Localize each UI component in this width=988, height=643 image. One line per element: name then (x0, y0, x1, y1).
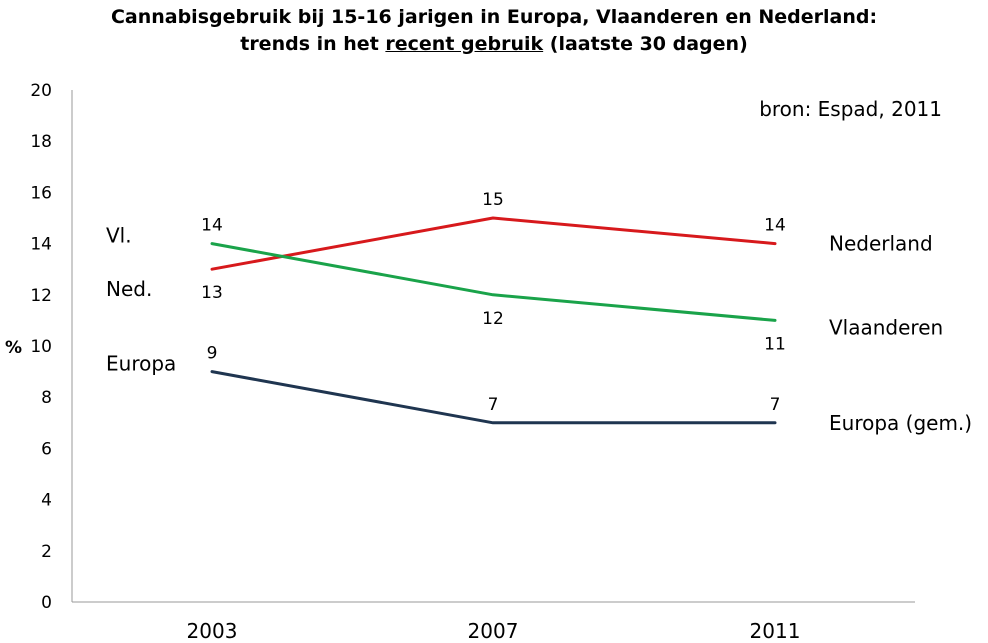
data-label: 11 (764, 334, 786, 354)
data-labels: 13 15 14 14 12 11 9 7 7 (201, 190, 786, 415)
y-tick-label: 4 (41, 491, 52, 511)
data-label: 9 (207, 344, 218, 364)
y-tick-label: 20 (30, 81, 52, 101)
y-tick-label: 6 (41, 439, 52, 459)
series-line (210, 242, 777, 322)
y-tick-label: 16 (30, 183, 52, 203)
x-tick-label: 2011 (750, 619, 801, 643)
series-start-label: Europa (106, 352, 176, 376)
series-end-label: Nederland (829, 232, 933, 256)
data-label: 7 (488, 395, 499, 415)
data-label: 7 (770, 395, 781, 415)
series-end-labels: Nederland Vlaanderen Europa (gem.) (829, 232, 972, 435)
data-label: 12 (482, 309, 504, 329)
data-label: 14 (201, 216, 223, 236)
y-tick-label: 18 (30, 132, 52, 152)
y-axis-label: % (5, 338, 22, 358)
y-tick-label: 12 (30, 286, 52, 306)
series-start-labels: Ned. Vl. Europa (106, 224, 176, 376)
x-tick-label: 2003 (187, 619, 238, 643)
series-end-label: Europa (gem.) (829, 411, 972, 435)
y-tick-label: 0 (41, 593, 52, 613)
series-start-label: Vl. (106, 224, 132, 248)
data-label: 15 (482, 190, 504, 210)
chart-title-underlined: recent gebruik (385, 33, 544, 55)
series-end-label: Vlaanderen (829, 315, 943, 339)
series-lines (210, 216, 777, 425)
data-label: 13 (201, 283, 223, 303)
chart-title-line-2-end: (laatste 30 dagen) (543, 33, 748, 55)
y-tick-label: 2 (41, 542, 52, 562)
y-tick-label: 8 (41, 388, 52, 408)
y-tick-labels: 0 2 4 6 8 10 12 14 16 18 20 (30, 81, 52, 613)
series-start-label: Ned. (106, 277, 152, 301)
chart-title-line-1: Cannabisgebruik bij 15-16 jarigen in Eur… (110, 6, 878, 28)
x-tick-label: 2007 (468, 619, 519, 643)
chart-title-line-2: trends in het recent gebruik (laatste 30… (0, 31, 988, 58)
series-line (210, 370, 777, 425)
chart-title-line-2-start: trends in het (240, 33, 386, 55)
series-line (210, 216, 777, 271)
y-tick-label: 14 (30, 235, 52, 255)
data-label: 14 (764, 216, 786, 236)
chart-title: Cannabisgebruik bij 15-16 jarigen in Eur… (0, 4, 988, 58)
source-note: bron: Espad, 2011 (759, 97, 942, 121)
y-tick-label: 10 (30, 337, 52, 357)
x-tick-labels: 2003 2007 2011 (187, 619, 801, 643)
